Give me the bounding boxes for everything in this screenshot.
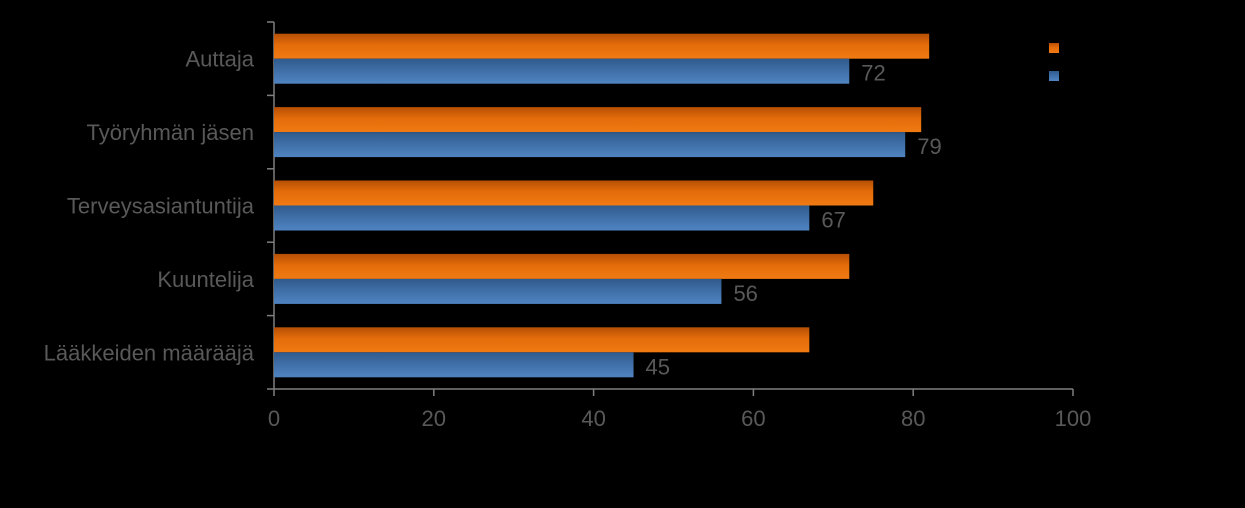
data-label: 79 (917, 134, 941, 159)
x-tick-label: 100 (1055, 406, 1092, 431)
bar-series-2 (274, 58, 850, 84)
x-tick-label: 40 (581, 406, 605, 431)
x-tick-label: 0 (268, 406, 280, 431)
bar-series-2 (274, 278, 722, 304)
bar-series-1 (274, 327, 810, 353)
x-tick-label: 80 (901, 406, 925, 431)
category-label: Lääkkeiden määrääjä (44, 340, 255, 365)
x-tick-label: 20 (422, 406, 446, 431)
bar-series-2 (274, 352, 634, 378)
category-label: Työryhmän jäsen (86, 120, 254, 145)
bar-series-1 (274, 107, 922, 133)
category-label: Auttaja (186, 47, 255, 72)
legend-key-series-2 (1049, 71, 1059, 81)
labels: 72 Auttaja 79 Työryhmän jäsen 67 Terveysasian… (44, 47, 942, 380)
data-label: 72 (861, 61, 885, 86)
bar-series-1 (274, 180, 874, 206)
data-label: 67 (821, 208, 845, 233)
data-label: 45 (646, 354, 670, 379)
bar-series-1 (274, 33, 930, 59)
category-label: Terveysasiantuntija (67, 194, 255, 219)
legend-key-series-1 (1049, 43, 1059, 53)
category-label: Kuuntelija (157, 267, 254, 292)
bar-series-2 (274, 132, 906, 158)
legend (1049, 43, 1059, 81)
bar-series-1 (274, 253, 850, 279)
bars (274, 33, 930, 378)
bar-series-2 (274, 205, 810, 231)
data-label: 56 (733, 281, 757, 306)
axes: 0 20 40 60 80 100 (267, 21, 1092, 431)
x-tick-label: 60 (741, 406, 765, 431)
